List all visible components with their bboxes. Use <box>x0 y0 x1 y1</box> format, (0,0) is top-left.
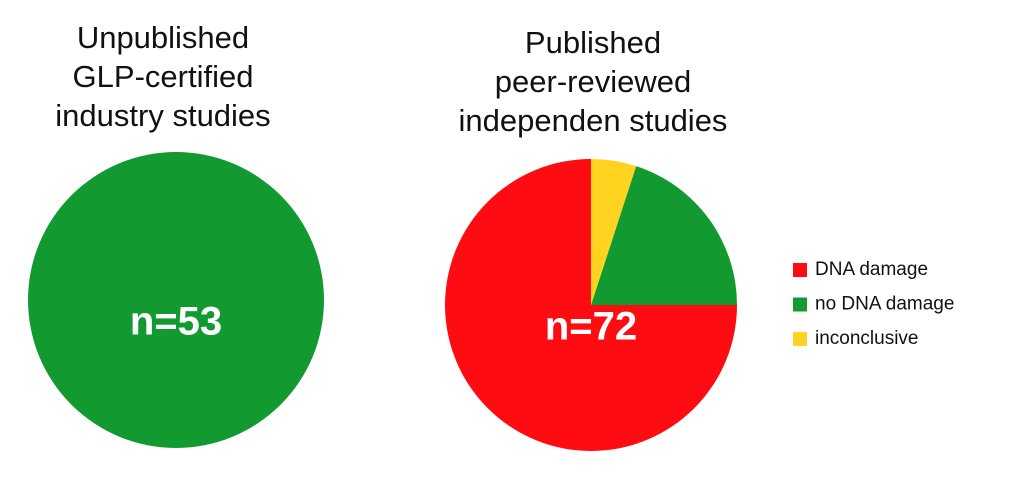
center-label: n=53 <box>130 300 222 344</box>
chart-title: GLP-certified <box>73 59 254 94</box>
chart-title: independen studies <box>459 103 728 138</box>
pie-slice <box>591 166 737 305</box>
legend-label: inconclusive <box>815 328 919 349</box>
chart-title: industry studies <box>55 98 270 133</box>
legend-swatch <box>793 297 807 312</box>
chart-title: peer-reviewed <box>495 64 691 99</box>
legend-label: no DNA damage <box>815 294 954 315</box>
legend-label: DNA damage <box>815 259 928 280</box>
legend-swatch <box>793 332 807 346</box>
pie-slice <box>591 159 637 305</box>
center-label: n=72 <box>545 305 637 349</box>
chart-title: Published <box>525 25 661 60</box>
pie-slice <box>28 152 324 448</box>
legend-swatch <box>793 263 807 277</box>
chart-title: Unpublished <box>77 20 249 55</box>
